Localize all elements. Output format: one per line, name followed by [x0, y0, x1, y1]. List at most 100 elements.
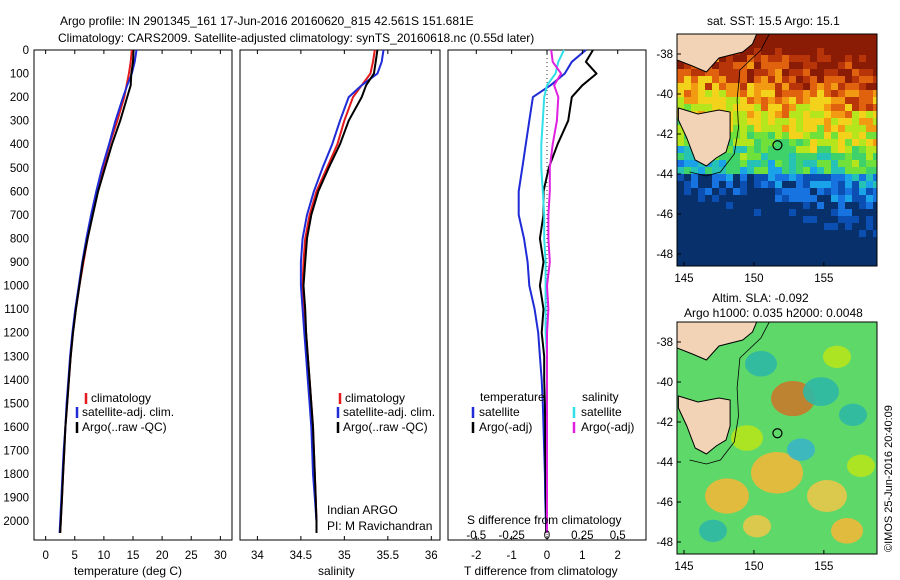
- sst-cell: [747, 216, 754, 223]
- sst-cell: [754, 174, 761, 181]
- sst-cell: [761, 97, 768, 104]
- sst-cell: [768, 41, 775, 48]
- sst-cell: [726, 160, 733, 167]
- sst-cell: [859, 55, 866, 62]
- sst-cell: [866, 195, 873, 202]
- sst-cell: [845, 90, 852, 97]
- sst-cell: [726, 223, 733, 230]
- depth-tick-label: 700: [10, 210, 29, 222]
- sst-cell: [733, 216, 740, 223]
- sst-cell: [677, 174, 684, 181]
- sst-cell: [866, 174, 873, 181]
- sst-cell: [698, 244, 705, 251]
- sst-cell: [845, 223, 852, 230]
- sst-cell: [782, 125, 789, 132]
- sst-cell: [733, 244, 740, 251]
- sst-cell: [782, 111, 789, 118]
- sst-cell: [719, 202, 726, 209]
- sst-cell: [831, 62, 838, 69]
- imos-credit: ©IMOS 25-Jun-2016 20:40:09: [883, 405, 895, 552]
- sst-cell: [845, 41, 852, 48]
- sst-cell: [817, 97, 824, 104]
- sst-cell: [831, 237, 838, 244]
- sst-cell: [740, 244, 747, 251]
- sst-cell: [803, 160, 810, 167]
- sst-cell: [761, 118, 768, 125]
- x-tick-label: 36: [425, 550, 438, 562]
- sst-cell: [873, 195, 877, 202]
- sst-cell: [754, 90, 761, 97]
- sst-cell: [824, 237, 831, 244]
- sst-cell: [691, 90, 698, 97]
- sst-cell: [768, 97, 775, 104]
- sst-cell: [803, 174, 810, 181]
- sst-cell: [747, 153, 754, 160]
- x-tick-label: 20: [156, 550, 169, 562]
- sst-cell: [775, 202, 782, 209]
- lat-tick-label: -42: [656, 129, 673, 141]
- sst-cell: [803, 216, 810, 223]
- sst-cell: [838, 48, 845, 55]
- t-difference-xlabel: T difference from climatology: [464, 564, 618, 578]
- sst-cell: [747, 244, 754, 251]
- sst-cell: [810, 223, 817, 230]
- sst-cell: [691, 202, 698, 209]
- sst-cell: [838, 174, 845, 181]
- sst-cell: [838, 104, 845, 111]
- sst-cell: [740, 230, 747, 237]
- sst-cell: [712, 97, 719, 104]
- sst-cell: [698, 237, 705, 244]
- salinity-legend: climatology satellite-adj. clim. Argo(..…: [336, 391, 435, 434]
- sst-cell: [747, 223, 754, 230]
- sst-cell: [754, 146, 761, 153]
- sst-cell: [810, 62, 817, 69]
- sst-cell: [698, 230, 705, 237]
- sst-cell: [866, 202, 873, 209]
- sst-cell: [754, 258, 761, 265]
- sst-cell: [698, 83, 705, 90]
- sst-cell: [789, 258, 796, 265]
- sst-cell: [845, 209, 852, 216]
- sst-cell: [719, 230, 726, 237]
- sst-cell: [859, 202, 866, 209]
- sst-cell: [740, 209, 747, 216]
- sst-cell: [789, 97, 796, 104]
- sst-cell: [691, 209, 698, 216]
- sst-cell: [705, 83, 712, 90]
- sst-cell: [817, 48, 824, 55]
- header-line-2: Climatology: CARS2009. Satellite-adjuste…: [58, 31, 534, 45]
- sst-cell: [859, 41, 866, 48]
- sst-cell: [789, 195, 796, 202]
- sst-cell: [845, 181, 852, 188]
- sst-cell: [782, 237, 789, 244]
- sst-cell: [726, 55, 733, 62]
- sst-cell: [789, 41, 796, 48]
- s-tick-label: -0.5: [466, 530, 486, 542]
- sst-cell: [852, 111, 859, 118]
- sst-cell: [733, 111, 740, 118]
- sst-cell: [824, 244, 831, 251]
- sst-cell: [852, 251, 859, 258]
- sst-cell: [852, 146, 859, 153]
- sst-cell: [740, 139, 747, 146]
- depth-tick-label: 1100: [4, 304, 29, 316]
- lon-tick-label: 145: [674, 561, 693, 573]
- sst-cell: [768, 55, 775, 62]
- sst-cell: [754, 181, 761, 188]
- sst-cell: [824, 48, 831, 55]
- sst-cell: [859, 90, 866, 97]
- sst-cell: [733, 146, 740, 153]
- sst-cell: [754, 230, 761, 237]
- sst-cell: [831, 146, 838, 153]
- sst-cell: [824, 202, 831, 209]
- sst-cell: [838, 34, 845, 41]
- sst-cell: [852, 230, 859, 237]
- sst-cell: [768, 34, 775, 41]
- sst-cell: [726, 251, 733, 258]
- sst-cell: [789, 167, 796, 174]
- sst-cell: [817, 160, 824, 167]
- sst-cell: [866, 118, 873, 125]
- sst-cell: [838, 244, 845, 251]
- sst-cell: [775, 125, 782, 132]
